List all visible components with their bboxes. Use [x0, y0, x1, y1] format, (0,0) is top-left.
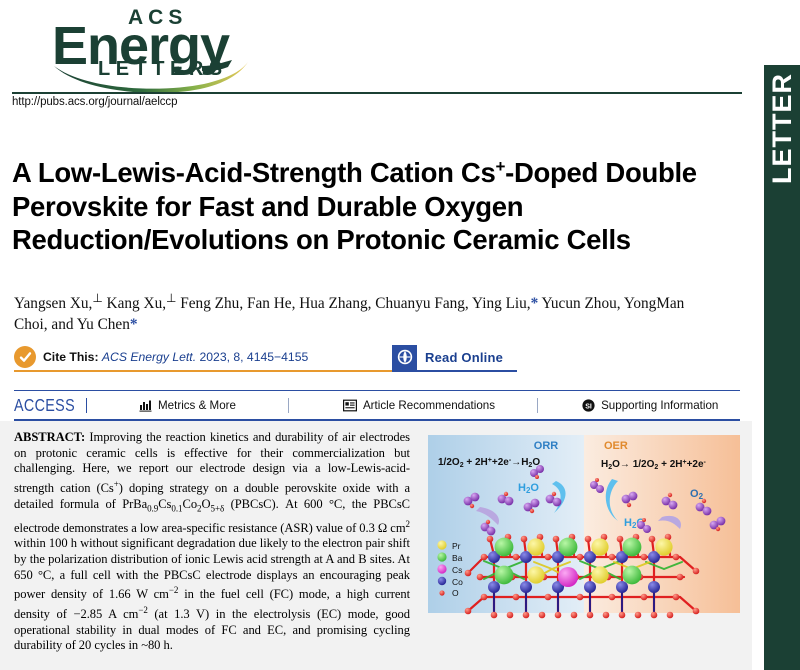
svg-text:ORR: ORR [534, 440, 559, 452]
article-recommendations-label: Article Recommendations [362, 399, 496, 412]
svg-text:Co: Co [452, 577, 463, 587]
cite-this-box[interactable]: Cite This: ACS Energy Lett. 2023, 8, 414… [14, 344, 469, 372]
toc-graphic: ORR OER 1/2O2 + 2H++2e-→H2O H2O→ 1/2O2 +… [428, 429, 740, 627]
logo-letters-text: LETTERS [98, 58, 228, 80]
read-online-label: Read Online [425, 349, 504, 365]
journal-masthead: ACS Energy LETTERS [0, 0, 752, 108]
abstract-region: ABSTRACT: Improving the reaction kinetic… [0, 421, 752, 670]
acs-energy-letters-logo: ACS Energy LETTERS [52, 4, 264, 93]
supporting-information-label: Supporting Information [601, 399, 719, 412]
abstract-text: ABSTRACT: Improving the reaction kinetic… [14, 430, 410, 654]
svg-text:H2O→ 1/2O2 + 2H++2e-: H2O→ 1/2O2 + 2H++2e- [601, 459, 707, 471]
logo-energy-text: Energy [52, 16, 230, 76]
read-online-button[interactable]: Read Online [392, 344, 518, 372]
svg-text:Cs: Cs [452, 565, 462, 575]
masthead-rule [12, 92, 742, 94]
cite-text: Cite This: ACS Energy Lett. 2023, 8, 414… [43, 350, 468, 364]
cite-label: Cite This: [43, 350, 99, 364]
access-rule-top [14, 390, 740, 391]
svg-text:SI: SI [585, 403, 592, 410]
letter-side-tab-label: LETTER [767, 73, 797, 184]
cite-and-read-row: Cite This: ACS Energy Lett. 2023, 8, 414… [14, 344, 734, 376]
svg-text:1/2O2 + 2H++2e-→H2O: 1/2O2 + 2H++2e-→H2O [438, 457, 540, 469]
globe-icon [392, 344, 417, 370]
svg-text:Pr: Pr [452, 541, 461, 551]
toc-graphic-svg: ORR OER 1/2O2 + 2H++2e-→H2O H2O→ 1/2O2 +… [428, 435, 740, 619]
abstract-heading: ABSTRACT: [14, 430, 86, 444]
svg-text:Ba: Ba [452, 553, 463, 563]
logo-swoosh-icon [52, 60, 264, 94]
article-first-page: ACS Energy LETTERS [0, 0, 752, 670]
access-item-divider-1 [287, 398, 289, 413]
article-recommendations-link[interactable]: Article Recommendations [342, 399, 496, 412]
metrics-and-more-link[interactable]: Metrics & More [139, 399, 236, 412]
access-label[interactable]: ACCESS [14, 395, 75, 415]
toc-legend: Pr Ba Cs Co O [437, 540, 463, 598]
cite-journal: ACS Energy Lett. [101, 350, 197, 364]
metrics-and-more-label: Metrics & More [158, 399, 236, 412]
access-bar: ACCESS Metrics & More [14, 392, 740, 419]
journal-url: http://pubs.acs.org/journal/aelccp [12, 96, 178, 108]
letter-side-tab: LETTER [764, 65, 800, 670]
svg-text:OER: OER [604, 440, 628, 452]
access-divider [86, 398, 87, 413]
bar-chart-icon [139, 399, 152, 412]
svg-text:O: O [452, 588, 459, 598]
abstract-body: Improving the reaction kinetics and dura… [14, 430, 411, 653]
si-badge-icon: SI [582, 399, 595, 412]
article-list-icon [342, 399, 357, 412]
cite-reference: 2023, 8, 4145−4155 [199, 350, 309, 364]
logo-acs-text: ACS [128, 6, 188, 29]
svg-text:H2O: H2O [518, 482, 539, 495]
author-list: Yangsen Xu,⊥ Kang Xu,⊥ Feng Zhu, Fan He,… [14, 291, 685, 334]
access-item-divider-2 [537, 398, 539, 413]
page-title: A Low-Lewis-Acid-Strength Cation Cs+-Dop… [12, 157, 697, 255]
access-rule-bottom [14, 419, 740, 421]
supporting-information-link[interactable]: SI Supporting Information [582, 399, 718, 412]
svg-text:O2: O2 [690, 488, 704, 501]
check-circle-icon [14, 346, 36, 368]
